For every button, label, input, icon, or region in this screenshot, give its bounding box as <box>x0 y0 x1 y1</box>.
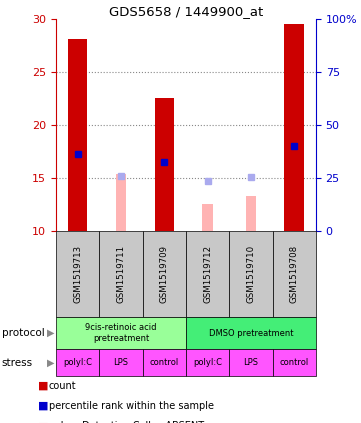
Text: 9cis-retinoic acid
pretreatment: 9cis-retinoic acid pretreatment <box>85 324 157 343</box>
Text: control: control <box>149 358 179 367</box>
Text: percentile rank within the sample: percentile rank within the sample <box>49 401 214 411</box>
Text: ▶: ▶ <box>47 358 54 368</box>
Text: GSM1519708: GSM1519708 <box>290 245 299 303</box>
Text: protocol: protocol <box>2 328 44 338</box>
Text: ■: ■ <box>38 401 48 411</box>
Text: GSM1519713: GSM1519713 <box>73 245 82 303</box>
Text: LPS: LPS <box>113 358 129 367</box>
Text: ■: ■ <box>38 421 48 423</box>
Text: ■: ■ <box>38 381 48 391</box>
Text: DMSO pretreatment: DMSO pretreatment <box>209 329 293 338</box>
Title: GDS5658 / 1449900_at: GDS5658 / 1449900_at <box>109 5 263 18</box>
Bar <box>68 39 87 231</box>
Text: LPS: LPS <box>243 358 258 367</box>
Bar <box>155 99 174 231</box>
Bar <box>284 25 304 231</box>
Text: GSM1519710: GSM1519710 <box>247 245 255 303</box>
Bar <box>245 195 256 231</box>
Text: ▶: ▶ <box>47 328 54 338</box>
Text: control: control <box>279 358 309 367</box>
Text: count: count <box>49 381 77 391</box>
Bar <box>202 204 213 231</box>
Text: polyI:C: polyI:C <box>193 358 222 367</box>
Text: GSM1519709: GSM1519709 <box>160 245 169 303</box>
Text: GSM1519712: GSM1519712 <box>203 245 212 303</box>
Text: GSM1519711: GSM1519711 <box>117 245 125 303</box>
Bar <box>116 174 126 231</box>
Text: stress: stress <box>2 358 33 368</box>
Text: polyI:C: polyI:C <box>63 358 92 367</box>
Text: value, Detection Call = ABSENT: value, Detection Call = ABSENT <box>49 421 204 423</box>
